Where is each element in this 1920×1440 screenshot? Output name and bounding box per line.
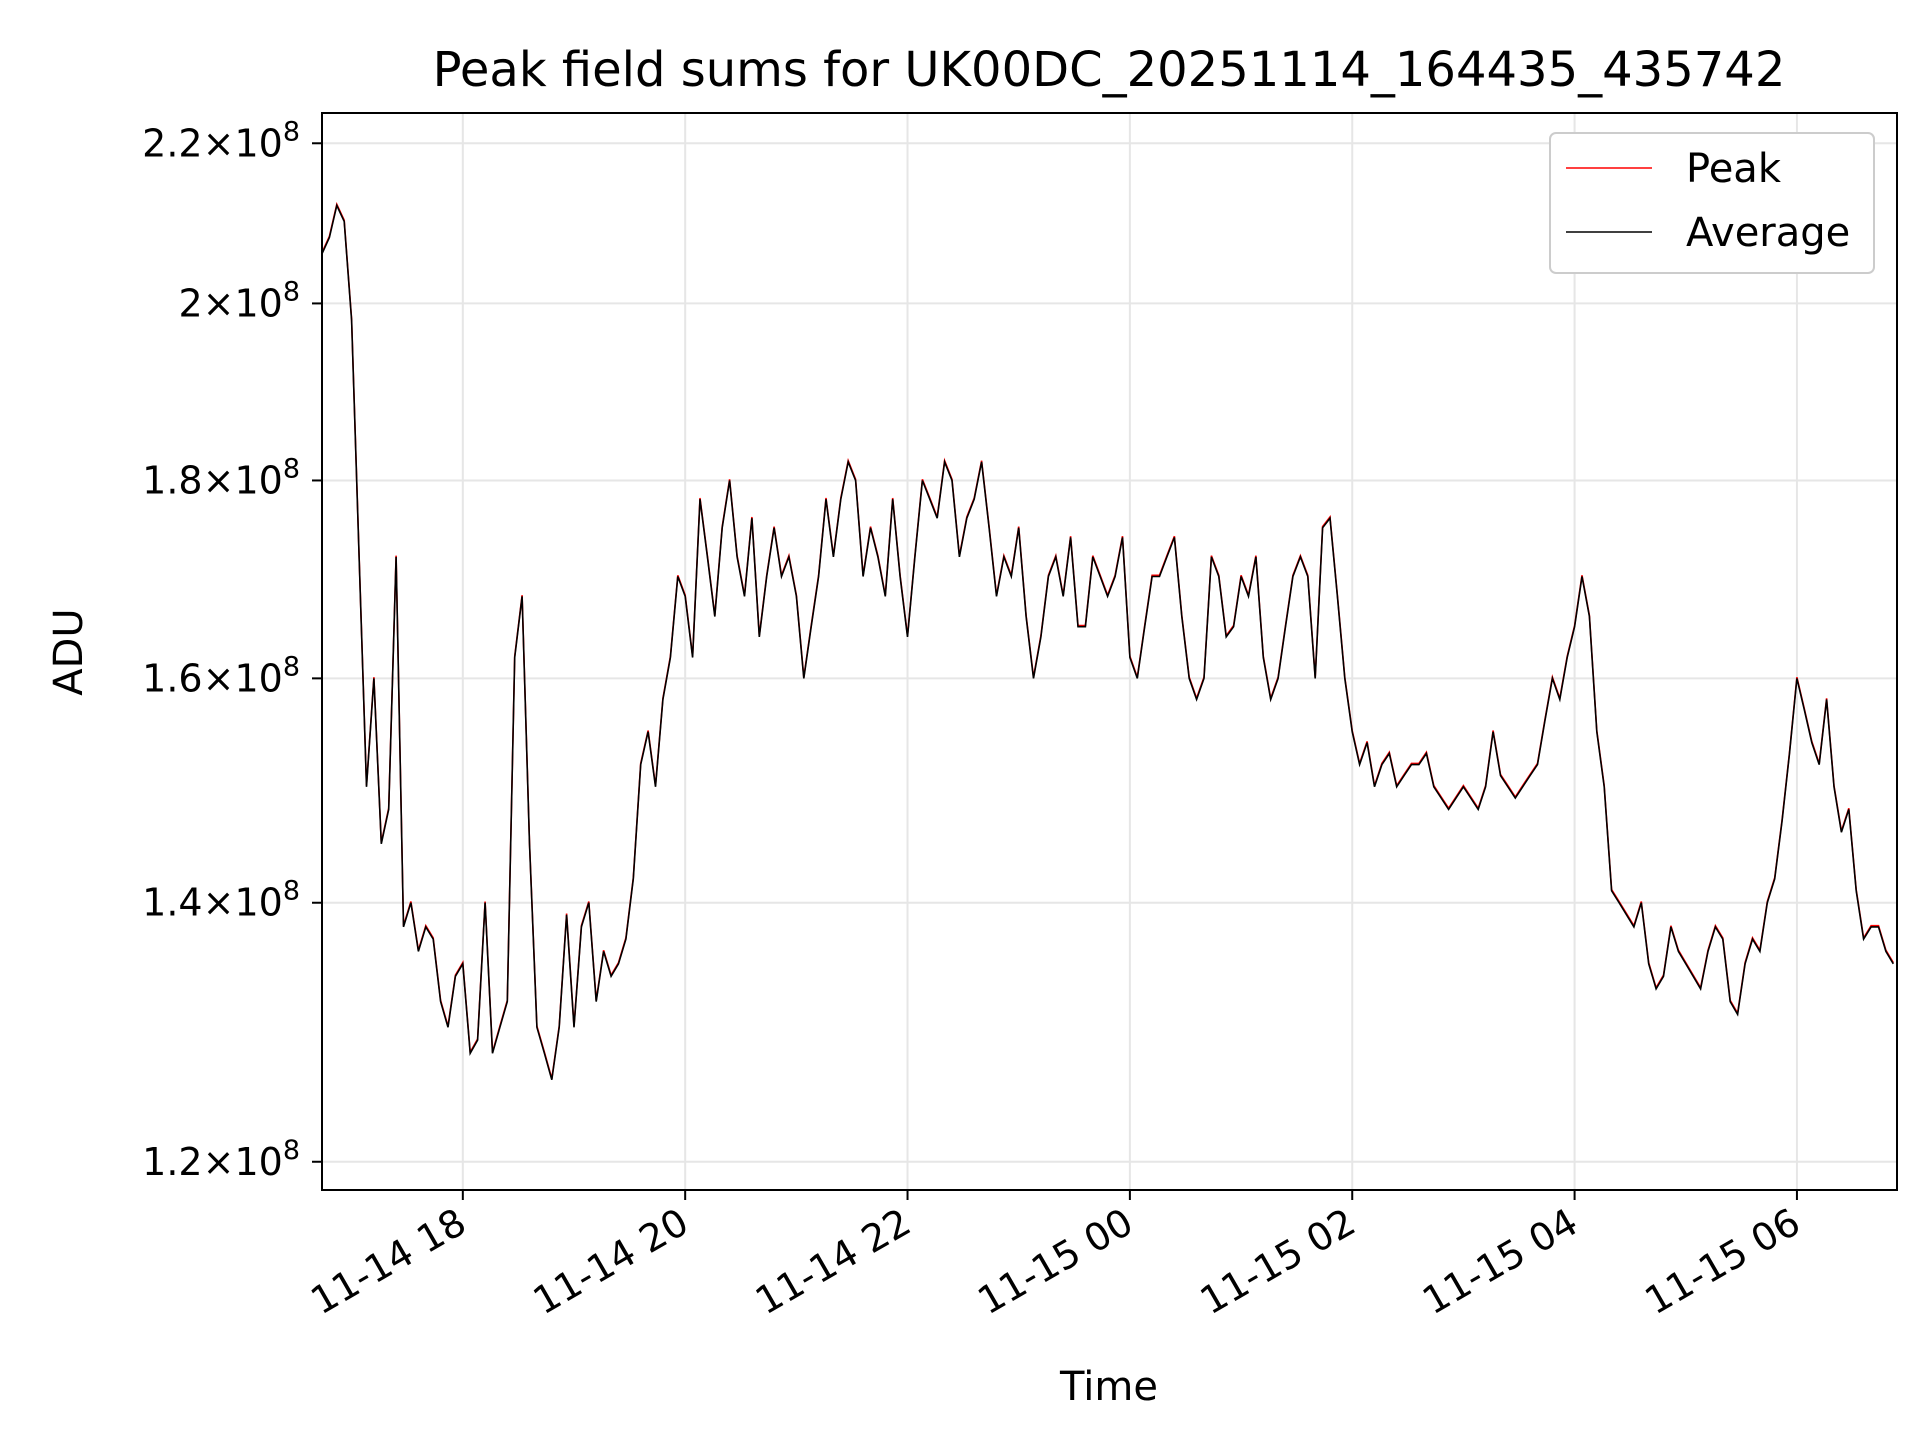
legend-peak-label: Peak <box>1686 146 1782 192</box>
x-axis-label: Time <box>1059 1364 1158 1410</box>
series-line-average <box>321 203 1894 1081</box>
y-axis-label: ADU <box>46 608 92 695</box>
series-layer <box>321 201 1894 1081</box>
y-axis-ticks: 1.2×108 1.4×108 1.6×108 1.8×108 2×108 2.2×108 <box>142 116 322 1184</box>
chart-title: Peak field sums for UK00DC_20251114_1644… <box>433 42 1786 98</box>
y-tick-label: 1.2×108 <box>142 1135 300 1184</box>
plot-frame <box>321 112 1898 1191</box>
legend-average-label: Average <box>1686 210 1850 256</box>
y-tick-label: 1.8×108 <box>142 453 300 502</box>
y-tick-label: 1.6×108 <box>142 651 300 700</box>
y-tick-label: 1.4×108 <box>142 876 300 925</box>
y-tick-label: 2×108 <box>178 276 300 325</box>
y-tick-label: 2.2×108 <box>142 116 300 165</box>
legend: Peak Average <box>1549 132 1875 274</box>
